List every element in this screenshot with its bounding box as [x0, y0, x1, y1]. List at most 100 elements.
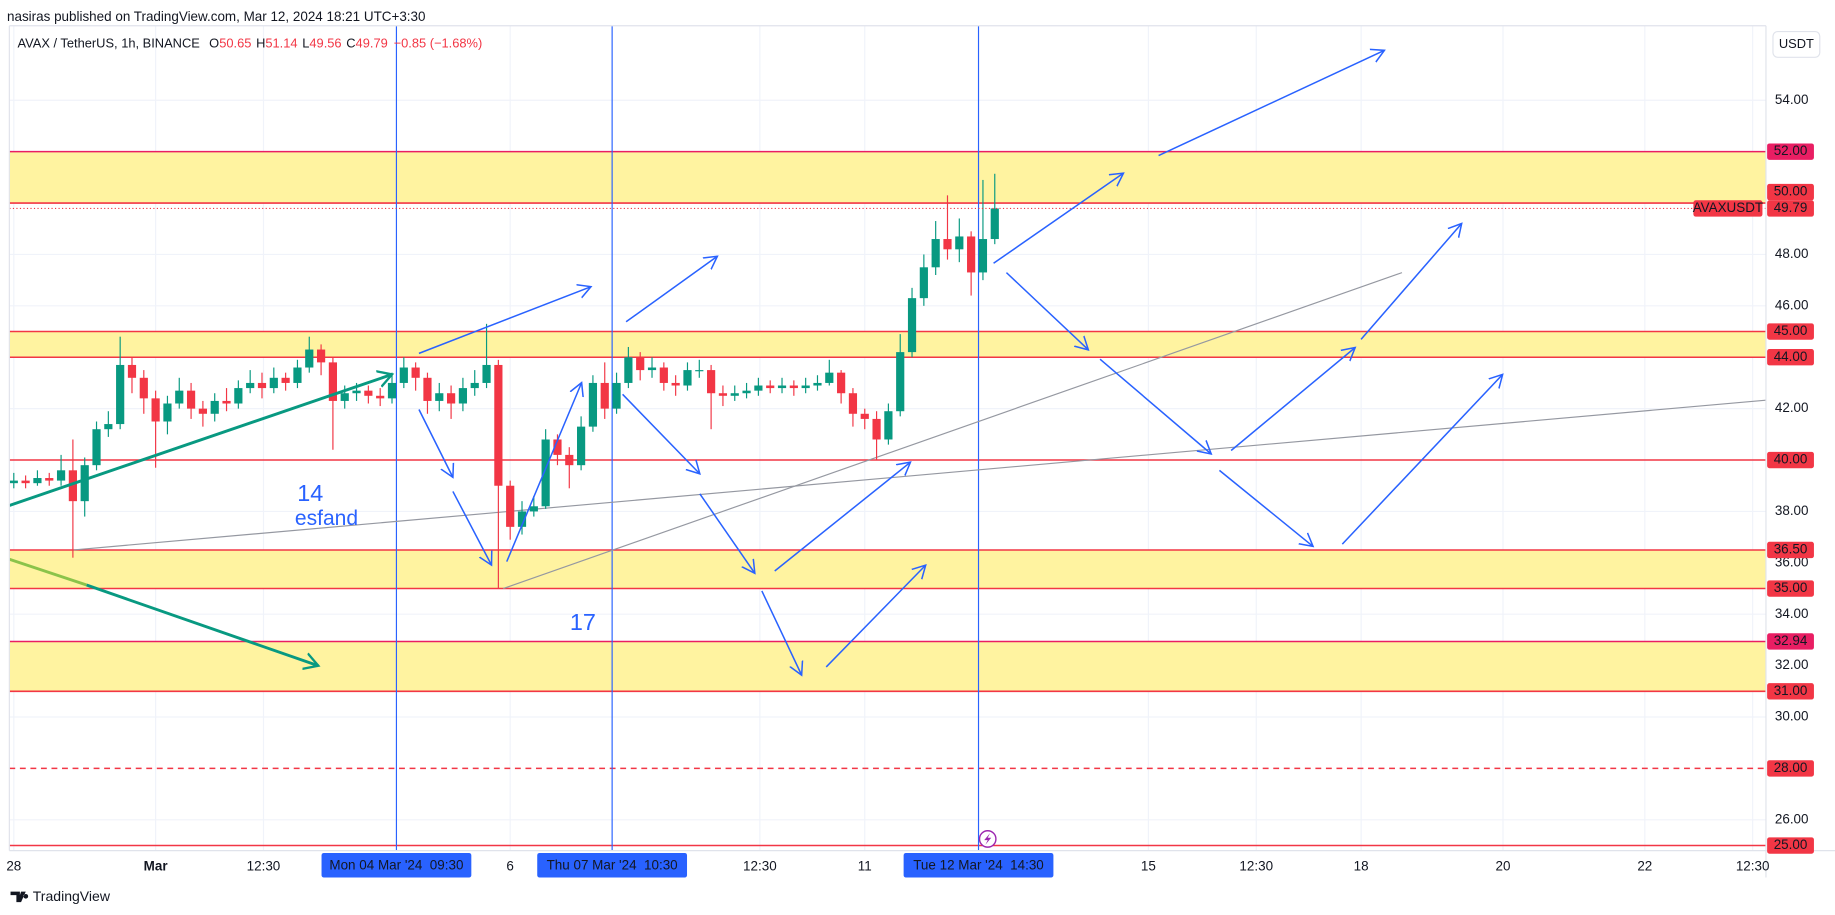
x-tick-label: 12:30: [247, 859, 281, 874]
candle-body: [435, 393, 444, 401]
candle-body: [364, 390, 373, 396]
candle-body: [56, 470, 66, 481]
candle-body: [718, 393, 728, 396]
candle-body: [553, 439, 562, 455]
candle-body: [529, 506, 538, 512]
candle-body: [777, 385, 787, 389]
candle-body: [506, 485, 515, 527]
published-note: nasiras published on TradingView.com, Ma…: [7, 9, 425, 24]
candle-body: [494, 364, 503, 486]
last-price-label-bg: [1767, 200, 1814, 217]
candle-body: [352, 390, 361, 394]
candle-body: [21, 480, 30, 484]
arrow: [8, 557, 88, 587]
price-level-label: 40.00: [1774, 452, 1808, 467]
price-level-label: 36.50: [1774, 542, 1808, 557]
candle-body: [801, 385, 810, 389]
arrow: [625, 256, 717, 323]
currency-button[interactable]: [1772, 31, 1821, 58]
candle-body: [151, 398, 160, 422]
candle-body: [163, 403, 172, 422]
y-tick-label: 26.00: [1775, 811, 1809, 826]
candle-body: [577, 426, 586, 466]
candle-body: [376, 395, 385, 399]
currency-label: USDT: [1779, 36, 1814, 51]
trend-line: [503, 272, 1403, 590]
candle-body: [919, 267, 928, 299]
arrow: [1360, 223, 1462, 340]
candle-body: [730, 393, 739, 396]
candle-body: [624, 357, 633, 383]
price-level-label-bg: [1767, 323, 1814, 340]
symbol: AVAX / TetherUS, 1h, BINANCE: [18, 36, 201, 51]
ohlc-label: H: [256, 36, 265, 51]
y-tick-label: 42.00: [1775, 400, 1809, 415]
x-tick-label: 12:30: [1736, 859, 1770, 874]
price-level-label: 28.00: [1774, 760, 1808, 775]
candle-body: [872, 418, 881, 440]
price-level-label-bg: [1767, 837, 1814, 854]
y-tick-label: 34.00: [1775, 606, 1809, 621]
candle-body: [671, 382, 680, 386]
candle-body: [387, 382, 397, 399]
candle-body: [293, 367, 302, 383]
x-tick-label: 18: [1354, 859, 1369, 874]
candle-body: [281, 377, 290, 383]
price-level-label: 35.00: [1774, 580, 1808, 595]
arrow: [418, 287, 591, 355]
arrow: [1341, 374, 1502, 545]
candle-body: [695, 370, 704, 372]
candle-body: [565, 454, 574, 466]
candle-body: [210, 400, 219, 414]
time-marker-label-bg: [903, 852, 1054, 878]
candle-body: [884, 411, 893, 440]
x-tick-label: 22: [1637, 859, 1652, 874]
candle-body: [482, 364, 491, 383]
price-level-label: 32.94: [1774, 633, 1808, 648]
change: −0.85 (−1.68%): [394, 36, 483, 51]
candle-body: [116, 364, 125, 425]
arrow: [825, 565, 925, 668]
arrow: [1099, 358, 1211, 454]
price-level-label: 45.00: [1774, 323, 1808, 338]
x-tick-label: 12:30: [1239, 859, 1273, 874]
candle-body: [990, 208, 999, 240]
zone: [9, 331, 1766, 358]
price-level-label-bg: [1767, 633, 1814, 650]
candle-body: [907, 298, 917, 353]
candle-body: [340, 393, 349, 401]
last-price-name-bg: [1693, 200, 1763, 217]
ohlc-label: O: [209, 36, 219, 51]
candle-body: [246, 382, 255, 389]
event-icon-bolt: [984, 833, 992, 845]
y-tick-label: 38.00: [1775, 503, 1809, 518]
candle-body: [9, 480, 18, 484]
candle-body: [707, 370, 716, 394]
price-level-label: 44.00: [1774, 349, 1808, 364]
candle-body: [896, 352, 905, 412]
candle-body: [659, 367, 668, 383]
candle-body: [198, 408, 207, 414]
zone: [9, 151, 1766, 204]
y-tick-label: 32.00: [1775, 657, 1809, 672]
candle-body: [269, 377, 278, 389]
ohlc-value: 51.14: [265, 36, 297, 51]
price-level-label: 50.00: [1774, 184, 1808, 199]
price-level-label-bg: [1767, 349, 1814, 366]
time-marker-label: Tue 12 Mar '24 14:30: [913, 857, 1044, 872]
candle-body: [955, 236, 964, 250]
candle-body: [943, 239, 952, 250]
time-marker-label-bg: [537, 852, 688, 878]
price-level-label: 52.00: [1774, 143, 1808, 158]
arrow: [993, 173, 1124, 264]
candle-body: [328, 362, 338, 401]
arrow: [1158, 50, 1385, 157]
candle-body: [647, 367, 657, 371]
arrow: [1218, 469, 1313, 546]
y-tick-label: 30.00: [1775, 709, 1809, 724]
candle-body: [92, 429, 101, 466]
last-price-name: AVAXUSDT: [1693, 200, 1763, 215]
candle-body: [766, 385, 775, 389]
y-tick-label: 54.00: [1775, 92, 1809, 107]
candle-body: [848, 393, 858, 414]
